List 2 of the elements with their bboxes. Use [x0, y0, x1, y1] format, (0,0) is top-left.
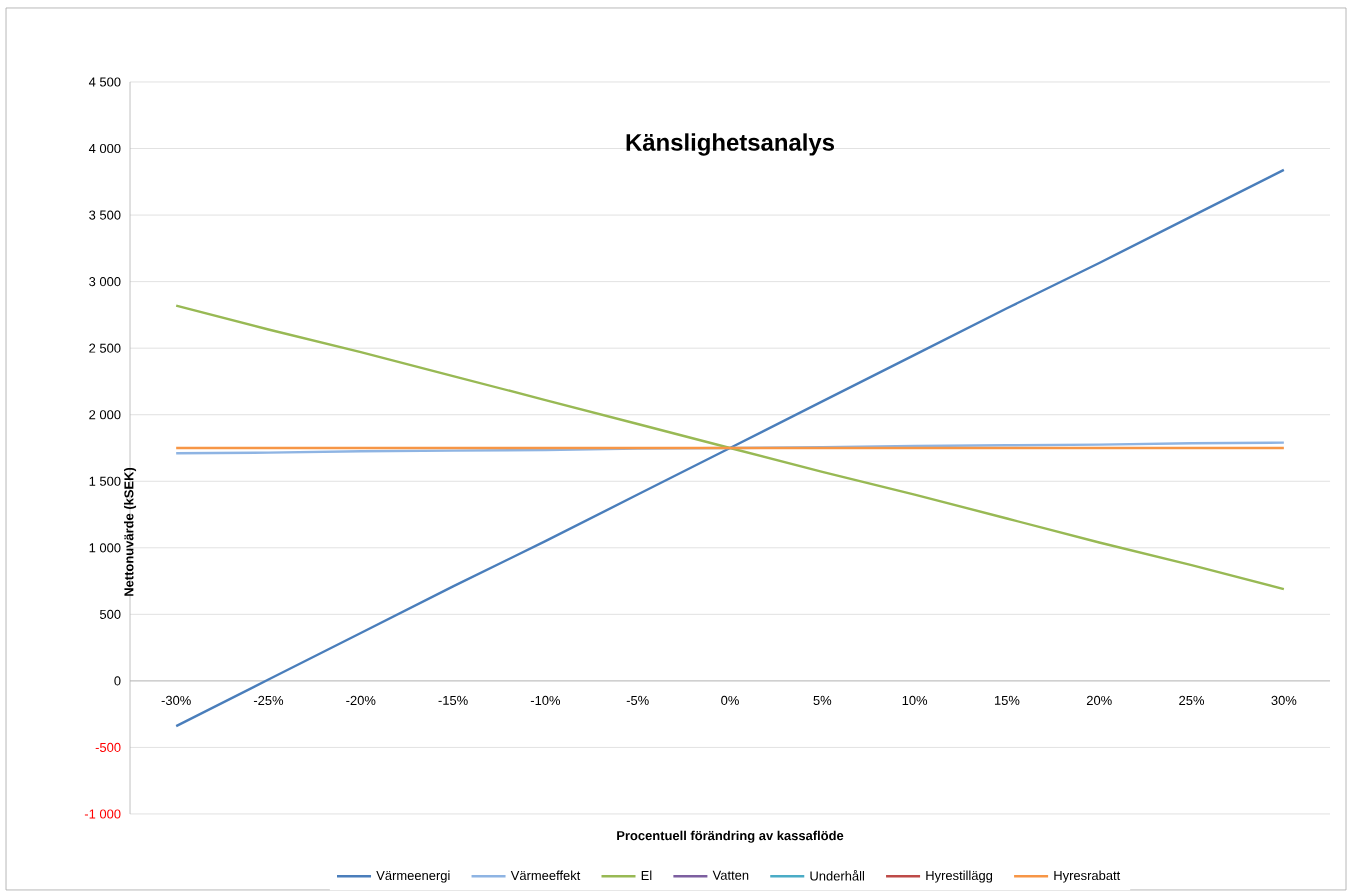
line-series: [174, 304, 1286, 591]
text: Känslighetsanalys: [626, 133, 835, 156]
